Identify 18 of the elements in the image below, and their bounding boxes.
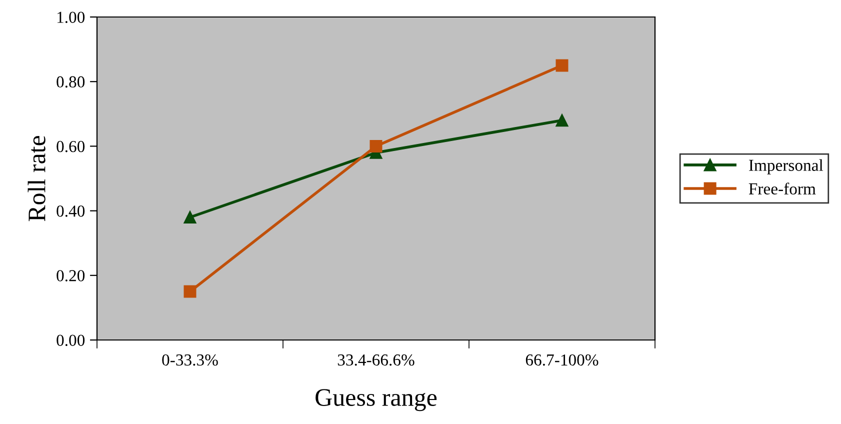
x-tick-label: 33.4-66.6% xyxy=(338,354,414,366)
y-axis-title: Roll rate xyxy=(28,136,46,222)
point xyxy=(556,114,568,127)
point xyxy=(184,285,196,298)
point xyxy=(370,140,382,152)
point xyxy=(184,211,196,224)
x-axis-title: Guess range xyxy=(316,389,437,412)
legend-label: Free-form xyxy=(748,182,816,194)
y-tick-label: 0.80 xyxy=(56,76,85,88)
y-tick-label: 0.40 xyxy=(56,206,85,217)
legend-label: Impersonal xyxy=(749,159,824,174)
x-tick-label: 66.7-100% xyxy=(526,354,598,366)
y-tick-label: 1.00 xyxy=(57,12,85,24)
point xyxy=(556,59,568,72)
y-tick-label: 0.20 xyxy=(56,270,85,282)
x-tick-label: 0-33.3% xyxy=(162,354,218,366)
y-tick-label: 0.00 xyxy=(56,334,85,346)
y-tick-label: 0.60 xyxy=(56,140,85,152)
